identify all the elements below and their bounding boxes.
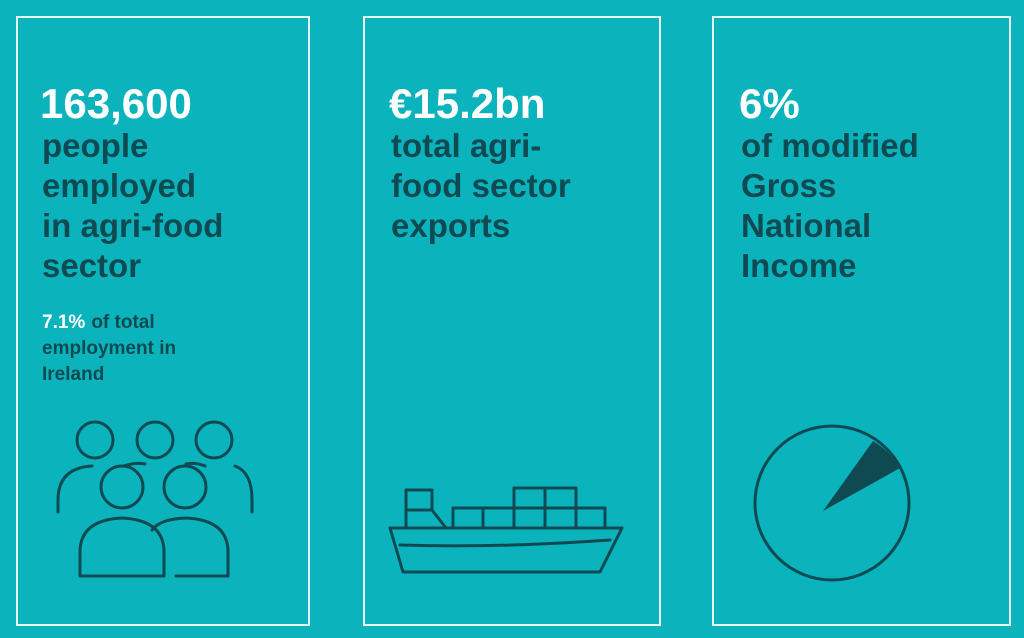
description-line: total agri- xyxy=(391,127,541,164)
description-line: sector xyxy=(42,247,141,284)
description-line: exports xyxy=(391,207,510,244)
note-line: Ireland xyxy=(42,364,104,385)
headline: €15.2bn xyxy=(389,80,545,127)
description-line: of modified xyxy=(741,127,919,164)
panel-frame xyxy=(363,16,661,626)
description-line: food sector xyxy=(391,167,571,204)
note-text: of total xyxy=(91,312,154,333)
pie-icon xyxy=(753,424,911,582)
panel: €15.2bn total agri- food sector exports xyxy=(363,16,661,626)
note-line: 7.1% of total xyxy=(42,312,155,333)
note-emphasis: 7.1% xyxy=(42,312,85,333)
note-line: employment in xyxy=(42,338,176,359)
headline: 163,600 xyxy=(40,80,192,127)
ship-icon xyxy=(388,486,624,574)
description-line: employed xyxy=(42,167,196,204)
description-line: National xyxy=(741,207,871,244)
panel-frame xyxy=(712,16,1011,626)
description-line: people xyxy=(42,127,148,164)
headline: 6% xyxy=(739,80,800,127)
description-line: in agri-food xyxy=(42,207,223,244)
panel: 163,600 people employed in agri-food sec… xyxy=(16,16,310,626)
panel-frame xyxy=(16,16,310,626)
description-line: Income xyxy=(741,247,857,284)
description-line: Gross xyxy=(741,167,836,204)
panel: 6% of modified Gross National Income xyxy=(712,16,1011,626)
people-icon xyxy=(56,420,254,578)
